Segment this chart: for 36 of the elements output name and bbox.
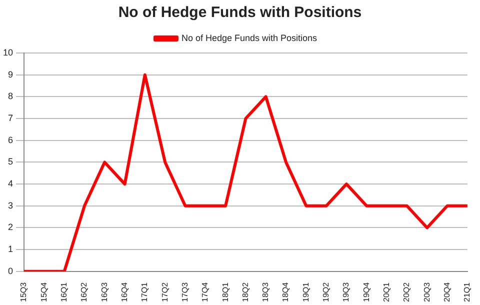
x-tick-label: 19Q2: [322, 282, 331, 302]
y-tick-label: 6: [8, 134, 14, 145]
x-tick-label: 17Q1: [140, 282, 150, 302]
y-tick-label: 8: [8, 91, 14, 102]
y-tick-label: 0: [8, 266, 14, 276]
x-tick-label: 19Q4: [362, 282, 371, 302]
x-tick-label: 20Q4: [442, 282, 452, 302]
y-tick-label: 9: [8, 69, 14, 80]
legend-label: No of Hedge Funds with Positions: [181, 32, 318, 43]
x-tick-label: 21Q1: [462, 282, 472, 302]
x-tick-label: 15Q4: [39, 282, 48, 302]
x-tick-label: 20Q1: [382, 282, 391, 302]
x-tick-label: 18Q3: [261, 282, 270, 302]
y-tick-label: 10: [2, 47, 14, 58]
x-tick-label: 16Q2: [80, 282, 89, 302]
x-tick-label: 19Q3: [342, 282, 351, 302]
x-tick-label: 16Q3: [100, 282, 109, 302]
x-tick-label: 17Q3: [180, 282, 190, 302]
y-tick-label: 4: [8, 178, 14, 189]
y-tick-label: 3: [8, 200, 14, 210]
y-tick-label: 1: [8, 244, 14, 254]
x-tick-label: 20Q2: [402, 282, 412, 302]
x-tick-label: 17Q2: [160, 282, 170, 302]
x-tick-label: 18Q2: [240, 282, 250, 302]
x-tick-label: 20Q3: [422, 282, 432, 302]
y-tick-label: 2: [8, 222, 14, 232]
x-tick-label: 18Q4: [281, 282, 290, 302]
y-tick-label: 5: [8, 156, 14, 167]
x-tick-label: 19Q1: [301, 282, 310, 302]
x-tick-label: 16Q1: [60, 282, 69, 302]
x-tick-label: 17Q4: [200, 282, 210, 302]
y-tick-label: 7: [8, 113, 14, 124]
chart-title: No of Hedge Funds with Positions: [117, 4, 363, 21]
x-tick-label: 18Q1: [220, 282, 230, 302]
x-tick-label: 16Q4: [120, 282, 129, 302]
x-tick-label: 15Q3: [19, 282, 28, 302]
